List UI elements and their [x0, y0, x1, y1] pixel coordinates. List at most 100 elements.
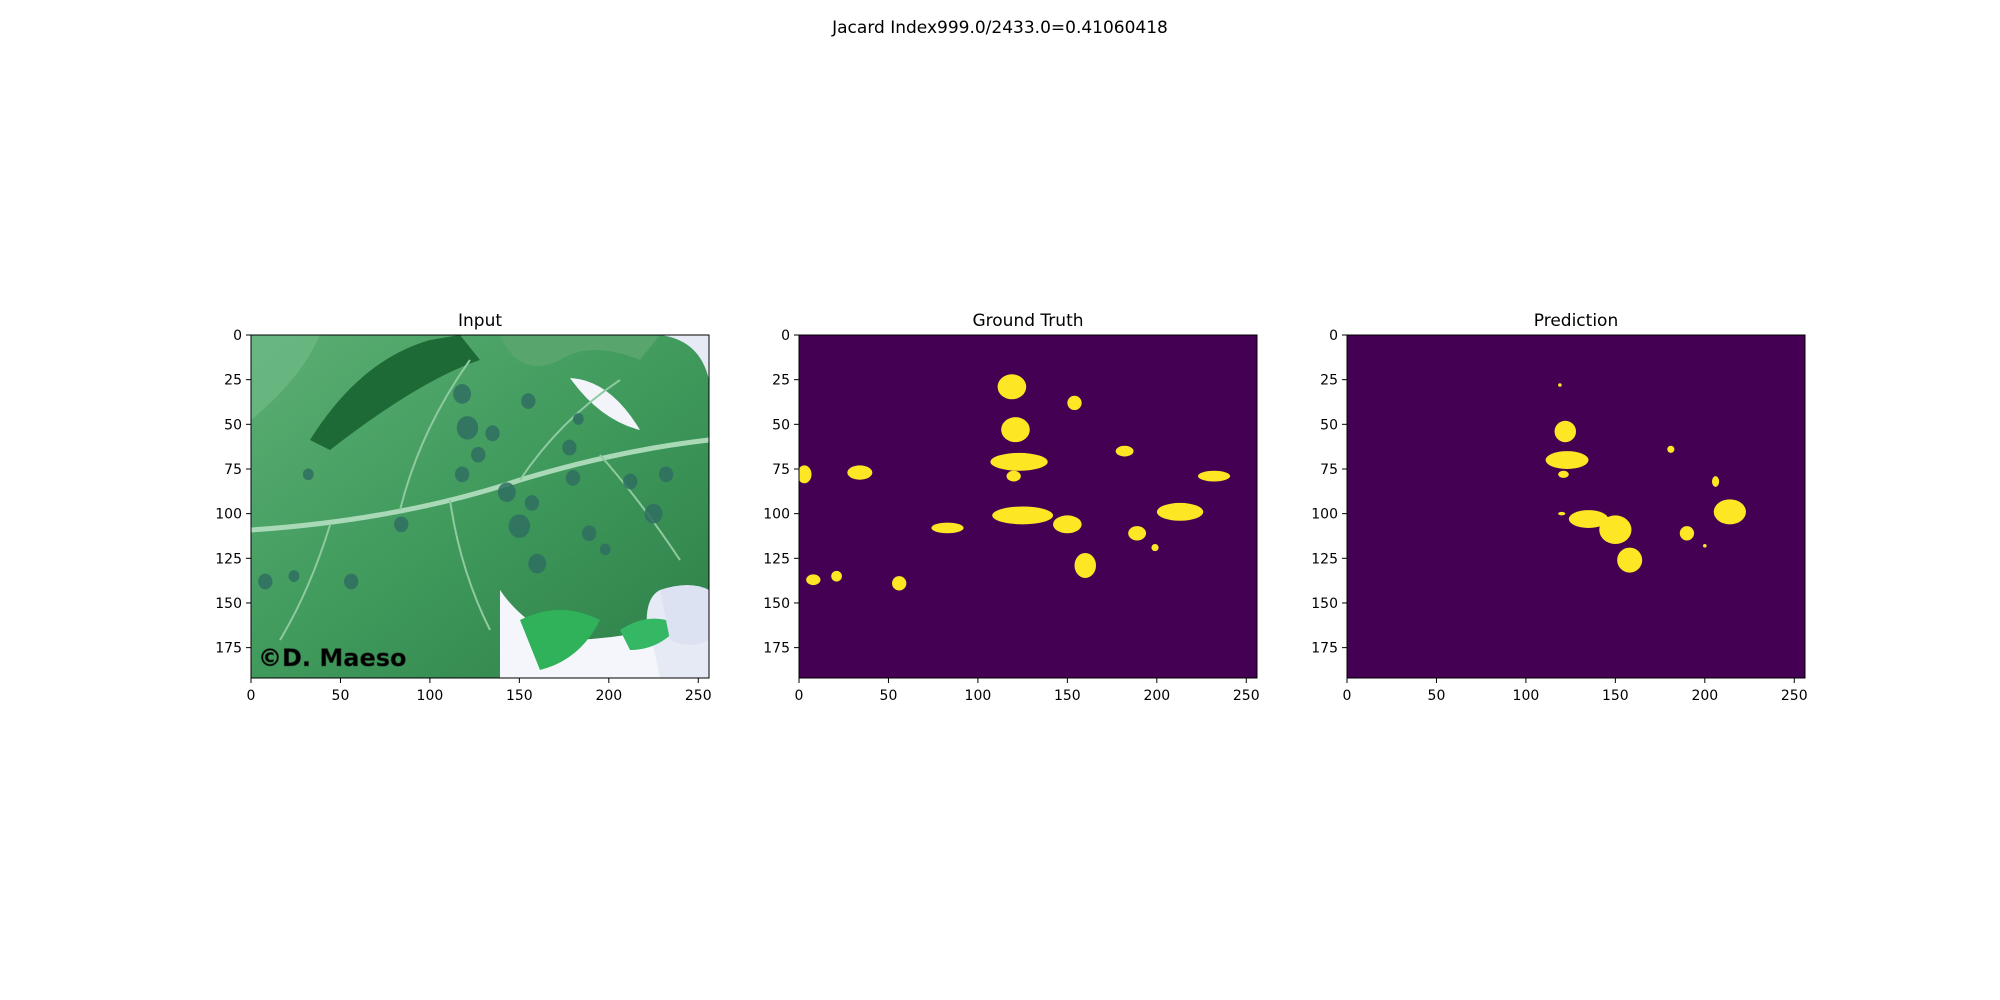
leaf-spot — [599, 543, 611, 556]
y-tick-label: 175 — [763, 641, 790, 657]
input-image: ©D. Maeso — [251, 335, 709, 678]
mask-region — [931, 522, 964, 534]
y-tick-label: 25 — [1320, 373, 1338, 389]
mask-region — [1558, 511, 1566, 516]
input-axes-frame — [250, 334, 710, 679]
panel-input: Input ©D. Maeso 0 50 100 150 200 250 0 25 50 75 10… — [215, 311, 711, 704]
panel-title-input: Input — [458, 311, 502, 331]
leaf-spot — [644, 503, 663, 524]
x-tick-label: 0 — [247, 688, 256, 704]
x-tick-label: 50 — [880, 688, 898, 704]
y-tick-label: 75 — [772, 462, 790, 478]
mask-region — [1001, 417, 1030, 443]
y-tick-label: 50 — [772, 417, 790, 433]
leaf-spot — [258, 573, 273, 590]
y-tick-label: 75 — [1320, 462, 1338, 478]
y-tick-label: 150 — [215, 596, 242, 612]
leaf-spot — [288, 570, 300, 583]
mask-region — [1554, 420, 1576, 443]
y-tick-label: 100 — [1311, 507, 1338, 523]
leaf-spot — [658, 466, 674, 483]
mask-region — [1545, 451, 1589, 469]
mask-region — [1679, 526, 1695, 541]
mask-region — [1074, 552, 1096, 578]
y-tick-label: 175 — [1311, 641, 1338, 657]
leaf-spot — [497, 482, 516, 503]
mask-region — [1711, 476, 1720, 487]
leaf-spot — [302, 468, 314, 481]
leaf-spot — [623, 473, 638, 490]
mask-region — [1053, 515, 1082, 534]
leaf-spot — [454, 466, 470, 483]
leaf-spot — [565, 470, 581, 486]
leaf-spot — [524, 495, 540, 511]
y-tick-label: 50 — [1320, 417, 1338, 433]
y-tick-label: 150 — [1311, 596, 1338, 612]
mask-region — [1617, 547, 1643, 573]
mask-region — [1558, 470, 1569, 478]
y-tick-label: 0 — [1329, 328, 1338, 344]
panel-title-prediction: Prediction — [1534, 311, 1618, 331]
x-tick-label: 50 — [332, 688, 350, 704]
mask-region — [992, 506, 1054, 525]
y-tick-label: 50 — [224, 417, 242, 433]
x-tick-label: 200 — [1143, 688, 1170, 704]
prediction-axes-frame — [1346, 334, 1806, 679]
y-tick-label: 0 — [233, 328, 242, 344]
leaf-spot — [508, 514, 531, 538]
x-tick-label: 50 — [1428, 688, 1446, 704]
x-tick-label: 200 — [1691, 688, 1718, 704]
x-tick-label: 200 — [595, 688, 622, 704]
mask-region — [1006, 470, 1021, 482]
mask-region — [1667, 445, 1675, 453]
y-tick-label: 125 — [763, 551, 790, 567]
mask-region — [1703, 544, 1707, 548]
leaf-spot — [562, 439, 577, 456]
mask-region — [1115, 445, 1134, 457]
leaf-spot — [528, 553, 547, 574]
x-tick-label: 250 — [1781, 688, 1808, 704]
leaf-spot — [581, 525, 597, 542]
mask-region — [997, 374, 1027, 400]
leaf-spot — [394, 516, 409, 533]
mask-region — [847, 465, 873, 480]
leaf-spot — [453, 384, 472, 404]
mask-region — [990, 452, 1048, 471]
x-tick-label: 150 — [1054, 688, 1081, 704]
leaf-spot — [344, 573, 359, 590]
figure-suptitle: Jacard Index999.0/2433.0=0.41060418 — [831, 18, 1168, 38]
y-tick-label: 125 — [215, 551, 242, 567]
mask-region — [1558, 383, 1562, 387]
y-tick-label: 125 — [1311, 551, 1338, 567]
mask-region — [1568, 510, 1609, 528]
panel-title-ground-truth: Ground Truth — [972, 311, 1083, 331]
leaf-spot — [456, 416, 479, 440]
ground-truth-axes-frame — [798, 334, 1258, 679]
x-tick-label: 0 — [1343, 688, 1352, 704]
x-tick-label: 250 — [1233, 688, 1260, 704]
x-tick-label: 150 — [506, 688, 533, 704]
panel-prediction: Prediction 0 50 100 150 200 250 0 25 50 75 100 125 1… — [1311, 311, 1807, 704]
input-watermark: ©D. Maeso — [258, 644, 407, 672]
y-tick-label: 175 — [215, 641, 242, 657]
x-tick-label: 100 — [965, 688, 992, 704]
leaf-spot — [521, 393, 536, 409]
y-tick-label: 100 — [763, 507, 790, 523]
x-tick-label: 100 — [417, 688, 444, 704]
y-tick-label: 150 — [763, 596, 790, 612]
mask-region — [1128, 526, 1147, 541]
prediction-mask — [1347, 335, 1805, 678]
y-tick-label: 0 — [781, 328, 790, 344]
x-tick-label: 100 — [1513, 688, 1540, 704]
mask-region — [1067, 395, 1082, 411]
y-tick-label: 25 — [224, 373, 242, 389]
leaf-spot — [573, 413, 584, 425]
ground-truth-mask — [799, 335, 1257, 678]
x-tick-label: 0 — [795, 688, 804, 704]
mask-region — [799, 465, 812, 484]
mask-region — [1156, 502, 1204, 521]
mask-region — [892, 576, 907, 591]
x-tick-label: 150 — [1602, 688, 1629, 704]
mask-region — [831, 570, 842, 582]
mask-region — [1599, 515, 1632, 545]
